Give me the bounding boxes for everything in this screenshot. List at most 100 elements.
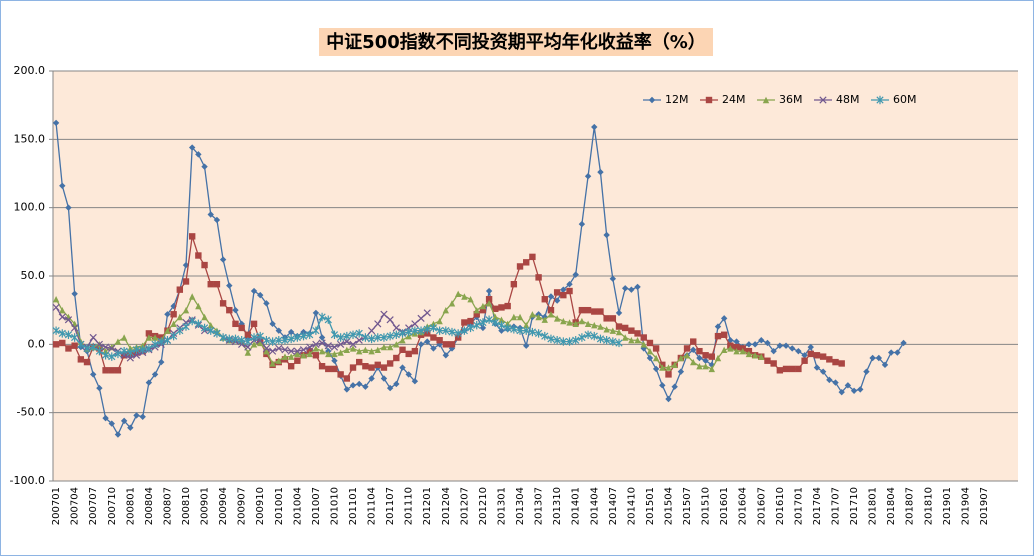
data-point: [609, 327, 617, 334]
x-tick-label: 201601: [719, 487, 730, 525]
data-point: [417, 314, 425, 322]
data-point: [386, 360, 394, 367]
data-point: [547, 311, 555, 318]
data-point: [101, 351, 110, 360]
data-point: [52, 296, 60, 303]
data-point: [720, 331, 728, 338]
data-point: [751, 352, 759, 359]
data-point: [436, 317, 443, 325]
data-point: [207, 211, 214, 218]
data-point: [411, 378, 419, 385]
data-point: [609, 275, 617, 282]
data-point: [213, 281, 221, 288]
data-point: [646, 339, 654, 347]
data-point: [331, 350, 338, 358]
data-point: [250, 287, 258, 295]
data-point: [764, 357, 771, 364]
x-tick-label: 201301: [496, 487, 507, 525]
data-point: [337, 371, 344, 378]
data-point: [361, 333, 370, 342]
data-point: [560, 291, 567, 299]
data-point: [615, 328, 623, 336]
data-point: [498, 304, 505, 311]
data-point: [498, 327, 505, 334]
data-point: [591, 322, 598, 329]
x-tick-label: 201504: [663, 487, 674, 525]
data-point: [293, 347, 301, 355]
data-point: [801, 352, 808, 359]
data-point: [268, 347, 277, 355]
data-point: [231, 334, 240, 344]
data-point: [615, 309, 623, 317]
data-point: [380, 343, 388, 351]
data-point: [665, 371, 672, 378]
data-point: [349, 330, 357, 339]
data-point: [584, 320, 592, 328]
data-point: [287, 363, 295, 370]
data-point: [485, 300, 493, 307]
data-point: [232, 320, 239, 328]
data-point: [151, 334, 159, 341]
data-point: [801, 357, 808, 364]
data-point: [640, 334, 647, 341]
data-point: [745, 350, 753, 358]
data-point: [71, 324, 79, 332]
x-tick-label: 201807: [905, 487, 916, 525]
data-point: [553, 297, 561, 304]
data-point: [145, 330, 153, 337]
data-point: [776, 342, 784, 349]
data-point: [195, 252, 202, 259]
data-point: [392, 330, 400, 339]
data-point: [182, 306, 190, 314]
data-point: [226, 282, 233, 289]
data-point: [244, 343, 252, 351]
data-point: [318, 312, 326, 322]
data-point: [628, 327, 635, 334]
data-point: [89, 342, 97, 352]
x-tick-label: 200710: [107, 487, 118, 525]
data-point: [58, 313, 66, 321]
data-point: [343, 386, 351, 393]
data-point: [498, 316, 505, 323]
data-point: [591, 123, 598, 131]
data-point: [380, 310, 388, 318]
data-point: [720, 346, 728, 353]
x-tick-label: 200807: [162, 487, 173, 525]
data-point: [318, 334, 326, 341]
data-point: [491, 318, 499, 327]
data-point: [170, 311, 177, 318]
data-point: [516, 313, 524, 321]
data-point: [714, 332, 722, 340]
data-point: [102, 367, 109, 374]
chart-title: 中证500指数不同投资期平均年化收益率（%）: [326, 31, 706, 53]
data-point: [466, 323, 475, 333]
data-point: [454, 290, 462, 297]
data-point: [615, 323, 623, 330]
data-point: [454, 329, 462, 338]
data-point: [461, 319, 468, 326]
data-point: [479, 306, 487, 314]
data-point: [448, 327, 456, 337]
data-point: [195, 151, 202, 158]
data-point: [213, 329, 221, 338]
data-point: [683, 345, 691, 352]
data-point: [244, 349, 252, 356]
data-point: [696, 347, 703, 355]
data-point: [566, 281, 573, 288]
data-point: [770, 360, 777, 367]
data-point: [65, 204, 72, 211]
data-point: [535, 313, 542, 321]
data-point: [188, 316, 196, 326]
data-point: [881, 361, 889, 369]
data-point: [219, 256, 227, 263]
data-point: [201, 261, 208, 269]
data-point: [826, 356, 833, 363]
data-point: [473, 306, 480, 314]
data-point: [362, 363, 369, 370]
data-point: [170, 320, 177, 328]
data-point: [356, 347, 363, 355]
data-point: [393, 380, 400, 388]
data-point: [621, 334, 629, 341]
x-tick-label: 201004: [292, 487, 303, 525]
data-point: [584, 330, 592, 339]
